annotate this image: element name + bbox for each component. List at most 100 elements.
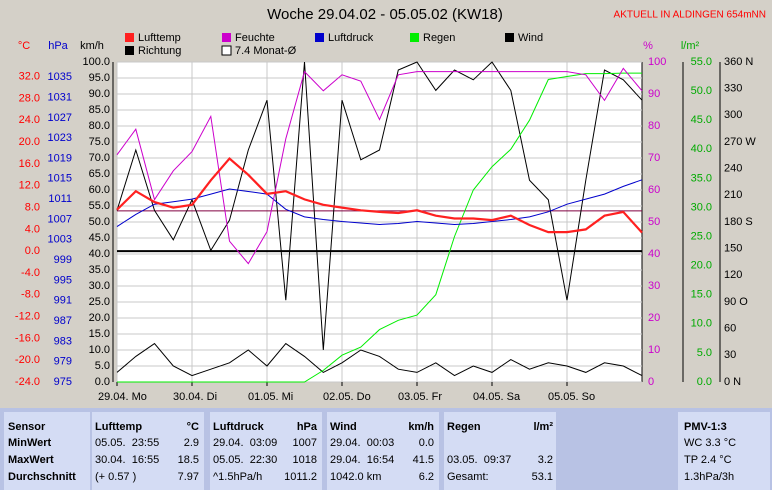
table-cell: 1007: [292, 437, 317, 449]
table-cell: Luftdruck: [213, 421, 264, 433]
y-tick-label: 30.0: [691, 201, 712, 213]
table-cell: 29.04. 00:03: [330, 437, 395, 449]
y-tick-label: 40.0: [89, 248, 110, 260]
series-line: [116, 179, 643, 228]
axis-unit: %: [643, 40, 653, 52]
series-line: [116, 342, 643, 377]
y-tick-label: 20.0: [691, 260, 712, 272]
y-tick-label: 1027: [48, 112, 72, 124]
y-tick-label: 0: [648, 376, 654, 388]
legend-swatch: [125, 46, 134, 55]
y-tick-label: 16.0: [19, 158, 40, 170]
axis-unit: °C: [18, 40, 30, 52]
table-cell: (+ 0.57 ): [95, 471, 137, 483]
chart: Woche 29.04.02 - 05.05.02 (KW18) AKTUELL…: [15, 6, 766, 403]
table-cell: 2.9: [183, 437, 199, 449]
y-tick-label: 85.0: [89, 104, 110, 116]
y-tick-label: 4.0: [25, 223, 40, 235]
y-tick-label: 15.0: [691, 289, 712, 301]
y-tick-label: 24.0: [19, 114, 40, 126]
legend-label: Wind: [518, 32, 543, 44]
y-tick-label: 50.0: [691, 85, 712, 97]
y-tick-label: 20: [648, 312, 660, 324]
table-cell: 1.3hPa/3h: [684, 471, 735, 483]
y-tick-label: -16.0: [15, 332, 40, 344]
y-tick-label: 32.0: [19, 71, 40, 83]
series-line: [116, 156, 643, 234]
legend-swatch: [221, 45, 232, 56]
y-tick-label: 10: [648, 344, 660, 356]
y-tick-label: 20.0: [89, 312, 110, 324]
y-tick-label: 1003: [48, 234, 72, 246]
legend-label: Lufttemp: [138, 32, 181, 44]
y-tick-label: 75.0: [89, 136, 110, 148]
y-tick-label: 80: [648, 120, 660, 132]
y-tick-label: 0.0: [25, 245, 40, 257]
y-tick-label: 240: [724, 163, 742, 175]
legend-swatch: [125, 33, 134, 42]
y-tick-label: 25.0: [89, 296, 110, 308]
table-column: [327, 412, 439, 490]
legend-swatch: [410, 33, 419, 42]
y-tick-label: 5.0: [95, 360, 110, 372]
table-cell: 1011.2: [284, 471, 317, 483]
series-line: [116, 67, 643, 265]
legend-label: Richtung: [138, 45, 181, 57]
table-column: [678, 412, 770, 490]
table-cell: 0.0: [418, 437, 434, 449]
y-tick-label: 90: [648, 88, 660, 100]
legend-label: Feuchte: [235, 32, 275, 44]
table-cell: 05.05. 23:55: [95, 437, 160, 449]
table-column: [210, 412, 322, 490]
table-cell: 05.05. 22:30: [213, 454, 278, 466]
legend-swatch: [222, 33, 231, 42]
table-cell: 1018: [292, 454, 317, 466]
y-tick-label: -20.0: [15, 354, 40, 366]
y-tick-label: 55.0: [691, 56, 712, 68]
series-line: [116, 61, 643, 351]
y-tick-label: 70: [648, 152, 660, 164]
x-tick-label: 29.04. Mo: [98, 391, 147, 403]
table-cell: 7.97: [177, 471, 199, 483]
table-cell: WC 3.3 °C: [684, 437, 737, 449]
y-tick-label: 60: [724, 323, 736, 335]
x-tick-label: 03.05. Fr: [398, 391, 442, 403]
y-tick-label: 180 S: [724, 216, 753, 228]
y-tick-label: 10.0: [89, 344, 110, 356]
y-tick-label: -12.0: [15, 310, 40, 322]
y-tick-label: 987: [54, 315, 72, 327]
y-tick-label: 28.0: [19, 92, 40, 104]
table-cell: Wind: [330, 421, 357, 433]
y-tick-label: 991: [54, 295, 72, 307]
y-tick-label: 10.0: [691, 318, 712, 330]
y-tick-label: 5.0: [697, 347, 712, 359]
y-tick-label: -4.0: [21, 267, 40, 279]
x-tick-label: 05.05. So: [548, 391, 595, 403]
y-tick-label: 120: [724, 269, 742, 281]
y-tick-label: 45.0: [89, 232, 110, 244]
table-cell: Lufttemp: [95, 421, 143, 433]
y-tick-label: 35.0: [89, 264, 110, 276]
y-tick-label: 100.0: [82, 56, 110, 68]
x-tick-label: 02.05. Do: [323, 391, 371, 403]
table-cell: 29.04. 16:54: [330, 454, 395, 466]
y-tick-label: -24.0: [15, 376, 40, 388]
y-tick-label: 1023: [48, 132, 72, 144]
table-column: [444, 412, 556, 490]
y-tick-label: 35.0: [691, 172, 712, 184]
y-tick-label: 360 N: [724, 56, 753, 68]
y-tick-label: 1035: [48, 71, 72, 83]
table-cell: 3.2: [537, 454, 553, 466]
table-cell: hPa: [296, 421, 317, 433]
table-cell: 41.5: [412, 454, 434, 466]
y-tick-label: 999: [54, 254, 72, 266]
table-cell: 29.04. 03:09: [213, 437, 278, 449]
legend-label: Regen: [423, 32, 455, 44]
y-tick-label: 210: [724, 189, 742, 201]
y-tick-label: 300: [724, 109, 742, 121]
y-tick-label: 65.0: [89, 168, 110, 180]
table-cell: 6.2: [418, 471, 434, 483]
table-cell: MinWert: [8, 437, 52, 449]
series-line: [117, 72, 642, 383]
